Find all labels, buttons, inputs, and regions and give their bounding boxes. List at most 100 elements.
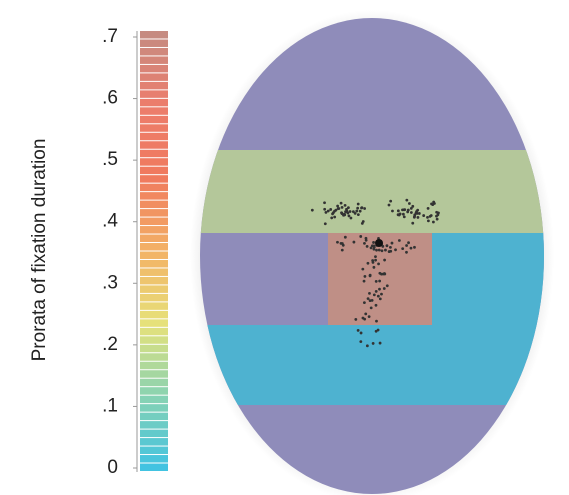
fixation-dot (355, 210, 358, 213)
fixation-dot (344, 210, 347, 213)
colorbar-stripe (140, 226, 168, 233)
fixation-dot (359, 340, 362, 343)
colorbar-stripe (140, 39, 168, 46)
fixation-dot (435, 215, 438, 218)
colorbar-stripe (140, 192, 168, 199)
fixation-dot (405, 199, 408, 202)
colorbar-stripe (140, 311, 168, 318)
region-mouth (180, 325, 569, 405)
fixation-dot (417, 216, 420, 219)
fixation-dot (373, 246, 376, 249)
fixation-dot (386, 284, 389, 287)
fixation-dot (363, 301, 366, 304)
figure: Prorata of fixation duration 0.1.2.3.4.5… (0, 0, 569, 495)
fixation-dot (363, 318, 366, 321)
fixation-dot (403, 215, 406, 218)
fixation-dot (372, 261, 375, 264)
y-axis-label: Prorata of fixation duration (29, 139, 50, 362)
fixation-dot (364, 312, 367, 315)
fixation-dot (388, 204, 391, 207)
y-tick-label: .6 (102, 88, 118, 109)
fixation-dot (429, 215, 432, 218)
fixation-dot (372, 342, 375, 345)
fixation-dot (422, 214, 425, 217)
colorbar-stripe (140, 82, 168, 89)
colorbar-stripe (140, 133, 168, 140)
colorbar-stripe (140, 73, 168, 80)
fixation-dot (363, 280, 366, 283)
colorbar-stripe (140, 116, 168, 123)
colorbar-stripe (140, 158, 168, 165)
y-tick-label: .5 (102, 149, 118, 170)
fixation-dot (336, 241, 339, 244)
colorbar-stripe (140, 345, 168, 352)
fixation-dot (366, 344, 369, 347)
fixation-dot (375, 290, 378, 293)
fixation-dot (410, 211, 413, 214)
fixation-dot (367, 262, 370, 265)
fixation-dot (413, 246, 416, 249)
fixation-dot (375, 280, 378, 283)
fixation-dot (378, 280, 381, 283)
colorbar-stripe (140, 277, 168, 284)
fixation-dot (433, 202, 436, 205)
colorbar-stripe (140, 464, 168, 471)
fixation-dot (427, 220, 430, 223)
fixation-dot (406, 211, 409, 214)
fixation-dot (368, 292, 371, 295)
fixation-dot (391, 242, 394, 245)
fixation-dot (375, 304, 378, 307)
fixation-dot (368, 315, 371, 318)
fixation-dot (353, 241, 356, 244)
fixation-dot (411, 222, 414, 225)
colorbar-stripe (140, 268, 168, 275)
fixation-dot (410, 207, 413, 210)
fixation-dot (329, 208, 332, 211)
colorbar-stripe (140, 302, 168, 309)
fixation-dot (323, 201, 326, 204)
fixation-dot (394, 248, 397, 251)
colorbar-stripe (140, 150, 168, 157)
fixation-dot (381, 249, 384, 252)
fixation-dot (349, 210, 352, 213)
fixation-dot (343, 214, 346, 217)
colorbar-stripe (140, 455, 168, 462)
fixation-dot (373, 266, 376, 269)
fixation-dot (324, 222, 327, 225)
fixation-dot (380, 293, 383, 296)
colorbar-stripe (140, 421, 168, 428)
colorbar-stripe (140, 294, 168, 301)
fixation-dot (436, 218, 439, 221)
fixation-dot (350, 217, 353, 220)
fixation-dot (344, 236, 347, 239)
fixation-dot (426, 216, 429, 219)
fixation-dot (377, 295, 380, 298)
fixation-dot (340, 202, 343, 205)
y-tick-label: .4 (102, 211, 118, 232)
fixation-dot (389, 246, 392, 249)
colorbar: 0.1.2.3.4.5.6.7 (102, 26, 168, 478)
colorbar-stripe (140, 404, 168, 411)
fixation-dot (373, 293, 376, 296)
fixation-dot (407, 241, 410, 244)
y-tick-label: 0 (107, 457, 118, 478)
colorbar-stripe (140, 396, 168, 403)
fixation-dot (375, 249, 378, 252)
fixation-dot (360, 332, 363, 335)
colorbar-stripe (140, 328, 168, 335)
fixation-dot (374, 255, 377, 258)
fixation-dot (410, 247, 413, 250)
fixation-dot (347, 206, 350, 209)
fixation-dot (432, 221, 435, 224)
fixation-dot (378, 272, 381, 275)
region-eyes (180, 150, 569, 233)
fixation-dot (383, 287, 386, 290)
y-tick-label: .2 (102, 334, 118, 355)
fixation-dot (389, 200, 392, 203)
fixation-dot (357, 203, 360, 206)
fixation-dot (383, 273, 386, 276)
fixation-dot (403, 208, 406, 211)
fixation-dot (341, 206, 344, 209)
fixation-dot (377, 262, 380, 265)
colorbar-stripe (140, 218, 168, 225)
